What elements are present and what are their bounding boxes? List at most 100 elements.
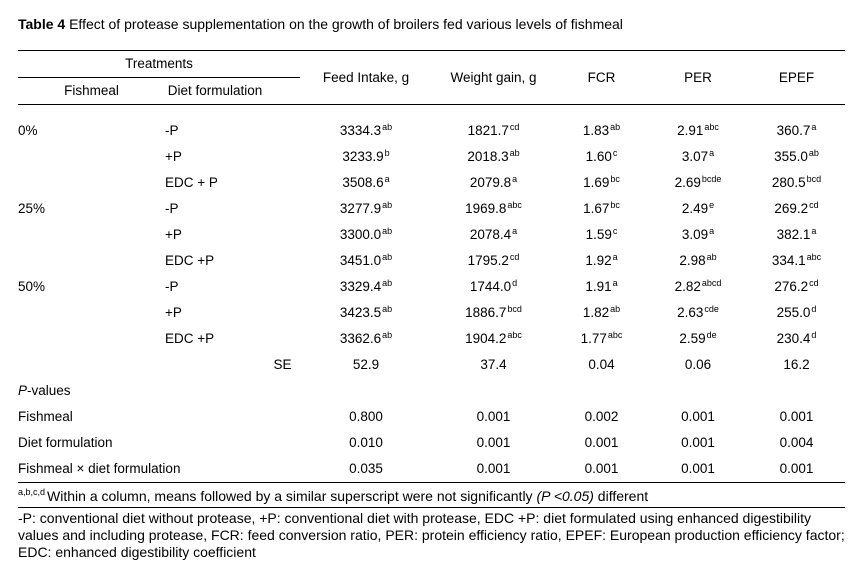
data-row: EDC +P 3451.0ab 1795.2cd 1.92a 2.98ab 33… — [18, 248, 845, 274]
cell-superscript: d — [512, 277, 518, 288]
cell-superscript: a — [512, 225, 518, 236]
weight-gain-value: 2018.3ab — [432, 144, 555, 170]
spacer-cell — [265, 170, 300, 196]
weight-gain-value: 1904.2abc — [432, 326, 555, 352]
cell-value: 382.1 — [776, 227, 811, 242]
per-value: 2.82abcd — [648, 274, 748, 300]
se-per: 0.06 — [684, 357, 712, 372]
cell-superscript: ab — [610, 303, 621, 314]
cell-superscript: abc — [507, 329, 522, 340]
cell-value: 2.82 — [674, 279, 701, 294]
pvalue-fcr: 0.001 — [584, 435, 619, 450]
diet-formulation: +P — [165, 149, 182, 164]
cell-value: 2079.8 — [469, 175, 512, 190]
empty-cell — [18, 352, 165, 378]
footnote-pvalue-italic: (P <0.05) — [536, 488, 594, 504]
cell-superscript: ab — [808, 147, 819, 158]
cell-superscript: cde — [704, 303, 719, 314]
footnote-superscript-prefix: a,b,c,d — [18, 487, 46, 498]
cell-superscript: a — [384, 173, 390, 184]
header-spacer — [265, 77, 300, 105]
cell-value: 1.91 — [585, 279, 612, 294]
spacer-cell — [265, 274, 300, 300]
weight-gain-value: 2078.4a — [432, 222, 555, 248]
pvalue-weight-gain: 0.001 — [432, 456, 555, 483]
pvalues-rest: -values — [27, 383, 71, 398]
epef-value: 255.0d — [748, 300, 845, 326]
spacer-cell — [265, 196, 300, 222]
cell-superscript: ab — [382, 303, 393, 314]
weight-gain-value: 1744.0d — [432, 274, 555, 300]
cell-value: 1969.8 — [465, 201, 507, 216]
feed-intake-value: 3451.0ab — [300, 248, 432, 274]
header-feed-intake: Feed Intake, g — [300, 50, 432, 105]
pvalue-row: Diet formulation 0.010 0.001 0.001 0.001… — [18, 430, 845, 456]
cell-superscript: e — [709, 199, 715, 210]
footnote-divider — [18, 507, 845, 508]
per-value: 3.07a — [648, 144, 748, 170]
weight-gain-value: 1886.7bcd — [432, 300, 555, 326]
fishmeal-level — [18, 300, 165, 326]
fcr-value: 1.92a — [555, 248, 648, 274]
footnote-significance: a,b,c,d Within a column, means followed b… — [18, 488, 845, 505]
per-value: 2.98ab — [648, 248, 748, 274]
cell-value: 3451.0 — [339, 253, 382, 268]
feed-intake-value: 3277.9ab — [300, 196, 432, 222]
cell-value: 1795.2 — [467, 253, 509, 268]
cell-superscript: abc — [607, 329, 623, 340]
fishmeal-level — [18, 326, 165, 352]
cell-superscript: a — [709, 225, 715, 236]
pvalue-label-fishmeal: Fishmeal — [18, 409, 73, 424]
feed-intake-value: 3362.6ab — [300, 326, 432, 352]
feed-intake-value: 3508.6a — [300, 170, 432, 196]
cell-superscript: ab — [610, 121, 621, 132]
cell-superscript: abcd — [701, 277, 722, 288]
weight-gain-value: 1969.8abc — [432, 196, 555, 222]
pvalue-per: 0.001 — [681, 409, 715, 424]
pvalue-weight-gain: 0.001 — [476, 435, 511, 450]
footnotes: a,b,c,d Within a column, means followed b… — [18, 488, 845, 561]
cell-value: 2.98 — [679, 253, 706, 268]
cell-value: 1821.7 — [467, 123, 509, 138]
weight-gain-value: 1795.2cd — [432, 248, 555, 274]
table-number: Table 4 — [18, 16, 66, 32]
cell-value: 2078.4 — [469, 227, 512, 242]
cell-superscript: bcd — [507, 303, 522, 314]
pvalue-fcr: 0.001 — [555, 456, 648, 483]
table-caption: Table 4 Effect of protease supplementati… — [18, 14, 845, 34]
cell-superscript: bc — [610, 173, 620, 184]
header-fcr: FCR — [555, 50, 648, 105]
cell-value: 230.4 — [776, 331, 811, 346]
cell-value: 1.83 — [582, 123, 610, 138]
epef-value: 334.1abc — [748, 248, 845, 274]
cell-superscript: ab — [382, 121, 393, 132]
feed-intake-value: 3334.3ab — [300, 105, 432, 145]
cell-value: 1.82 — [582, 305, 610, 320]
cell-value: 2.59 — [679, 331, 706, 346]
fcr-value: 1.67bc — [555, 196, 648, 222]
pvalue-label-diet: Diet formulation — [18, 435, 113, 450]
cell-superscript: b — [384, 147, 390, 158]
spacer-cell — [265, 222, 300, 248]
cell-superscript: ab — [382, 277, 393, 288]
cell-superscript: bcde — [701, 173, 722, 184]
cell-superscript: abc — [704, 121, 719, 132]
fcr-value: 1.91a — [555, 274, 648, 300]
data-row: EDC + P 3508.6a 2079.8a 1.69bc 2.69bcde … — [18, 170, 845, 196]
pvalue-fcr: 0.002 — [584, 409, 619, 424]
cell-superscript: c — [612, 225, 618, 236]
se-fcr: 0.04 — [588, 357, 615, 372]
fishmeal-level: 0% — [18, 123, 38, 138]
pvalue-label-interaction: Fishmeal × diet formulation — [18, 456, 300, 483]
fcr-value: 1.82ab — [555, 300, 648, 326]
results-table: Treatments Feed Intake, g Weight gain, g… — [18, 50, 845, 483]
epef-value: 276.2cd — [748, 274, 845, 300]
epef-value: 230.4d — [748, 326, 845, 352]
cell-value: 2.91 — [677, 123, 704, 138]
per-value: 2.59de — [648, 326, 748, 352]
pvalues-heading-row: P-values — [18, 378, 845, 404]
diet-formulation: +P — [165, 227, 182, 242]
se-row: SE 52.9 37.4 0.04 0.06 16.2 — [18, 352, 845, 378]
pvalue-epef: 0.001 — [779, 409, 814, 424]
header-weight-gain: Weight gain, g — [432, 50, 555, 105]
